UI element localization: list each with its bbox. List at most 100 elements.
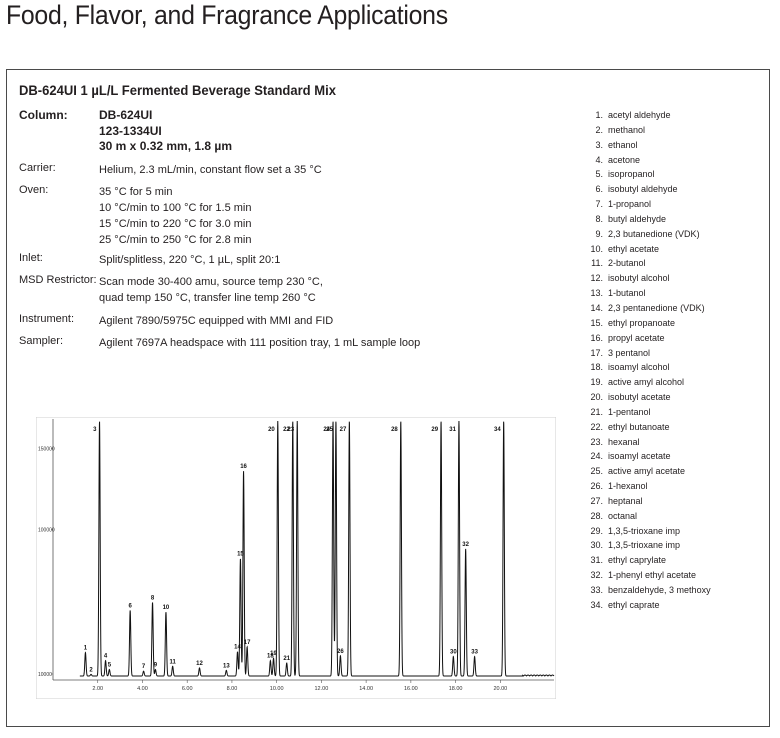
legend-compound: propyl acetate [608,332,665,343]
column-line: 123-1334UI [99,123,162,138]
peak-label: 34 [494,427,501,433]
legend-number: 21. [590,406,603,417]
chromatogram: 2.00 4.00 6.00 8.00 10.00 12.00 14.00 16.00 18.0… [36,417,556,699]
legend-item: 16. propyl acetate [589,333,711,348]
legend-number: 8. [595,213,603,224]
legend-number: 15. [590,317,603,328]
oven-line: 15 °C/min to 220 °C for 3.0 min [99,218,252,230]
peak-label: 29 [431,427,438,433]
legend-number: 1. [595,110,603,120]
legend-number: 31. [590,555,603,566]
legend-item: 17. 3 pentanol [589,348,711,363]
legend-number: 24. [590,451,603,462]
legend-number: 5. [595,169,603,180]
chromatogram-trace [79,420,555,677]
legend-item: 6. isobutyl aldehyde [589,184,711,199]
peak-label: 27 [340,427,347,433]
peak-label: 14 [234,645,241,651]
legend-item: 15. ethyl propanoate [589,318,711,333]
msd-label: MSD Restrictor: [19,274,97,286]
msd-line: quad temp 150 °C, transfer line temp 260… [99,292,316,304]
peak-label: 10 [163,605,170,611]
legend-compound: heptanal [608,495,643,506]
legend-item: 9. 2,3 butanedione (VDK) [589,229,711,244]
peak-label: 18 [267,654,274,660]
legend-item: 34. ethyl caprate [589,600,711,615]
legend-compound: isobutyl alcohol [608,273,670,284]
sampler-value: Agilent 7697A headspace with 111 positio… [99,337,421,349]
legend-compound: 1,3,5-trioxane imp [608,540,681,551]
legend-compound: ethyl propanoate [608,317,676,328]
peak-label: 12 [196,661,203,667]
peak-label: 28 [391,427,398,433]
legend-item: 12. isobutyl alcohol [589,273,711,288]
legend-number: 18. [590,362,603,373]
peak-label: 2 [89,667,93,673]
legend-item: 7. 1-propanol [589,199,711,214]
legend-compound: 2-butanol [608,258,646,269]
peak-label: 32 [462,542,469,548]
legend-compound: ethyl caprylate [608,555,667,566]
oven-label: Oven: [19,184,49,196]
inlet-value: Split/splitless, 220 °C, 1 µL, split 20:… [99,254,281,266]
peak-label: 1 [84,646,88,652]
peak-label: 16 [240,464,247,470]
peak-label: 6 [128,603,132,609]
legend-item: 27. heptanal [589,496,711,511]
legend-number: 30. [590,540,603,551]
legend-number: 25. [590,466,603,477]
legend-number: 27. [590,495,603,506]
legend-item: 30. 1,3,5-trioxane imp [589,540,711,555]
legend-number: 32. [590,570,603,581]
column-line: 30 m x 0.32 mm, 1.8 µm [99,139,232,153]
legend-compound: 1-butanol [608,288,646,299]
peak-label: 22 [283,427,290,433]
legend-number: 2. [595,124,603,135]
method-panel: DB-624UI 1 µL/L Fermented Beverage Stand… [6,69,770,727]
legend-compound: isobutyl acetate [608,392,671,403]
legend-number: 14. [590,302,603,313]
x-tick-label: 10.00 [270,686,284,692]
sampler-label: Sampler: [19,335,64,347]
peak-label: 24 [323,427,330,433]
legend-item: 11. 2-butanol [589,258,711,273]
carrier-label: Carrier: [19,162,56,174]
legend-item: 18. isoamyl alcohol [589,362,711,377]
peak-label: 13 [223,663,230,669]
peak-label: 17 [244,640,251,646]
legend-compound: acetyl aldehyde [608,110,671,120]
legend-compound: 1-pentanol [608,406,651,417]
legend-item: 3. ethanol [589,140,711,155]
legend-number: 10. [590,243,603,254]
legend-compound: 1,3,5-trioxane imp [608,525,681,536]
legend-item: 14. 2,3 pentanedione (VDK) [589,303,711,318]
page-title: Food, Flavor, and Fragrance Applications [6,0,448,30]
instrument-label: Instrument: [19,313,75,325]
legend-compound: butyl aldehyde [608,213,667,224]
y-tick-label: 100000 [38,527,55,533]
legend-compound: ethyl caprate [608,599,660,610]
legend-number: 3. [595,139,603,150]
legend-item: 22. ethyl butanoate [589,422,711,437]
legend-number: 17. [590,347,603,358]
legend-compound: ethyl acetate [608,243,660,254]
legend-number: 23. [590,436,603,447]
carrier-value: Helium, 2.3 mL/min, constant flow set a … [99,164,322,176]
x-tick-label: 16.00 [404,686,418,692]
peak-label: 20 [268,427,275,433]
legend-compound: ethyl butanoate [608,421,670,432]
legend-number: 26. [590,481,603,492]
legend-compound: hexanal [608,436,640,447]
peak-label: 11 [169,659,176,665]
x-tick-label: 4.00 [137,686,148,692]
legend-number: 11. [591,258,603,269]
legend-number: 7. [595,199,603,210]
y-tick-label: 10000 [38,672,52,678]
legend-compound: active amyl alcohol [608,377,685,388]
legend-number: 22. [590,421,603,432]
legend-number: 20. [590,392,603,403]
legend-item: 10. ethyl acetate [589,244,711,259]
oven-line: 10 °C/min to 100 °C for 1.5 min [99,202,252,214]
legend-compound: 3 pentanol [608,347,651,358]
legend-compound: isoamyl acetate [608,451,671,462]
